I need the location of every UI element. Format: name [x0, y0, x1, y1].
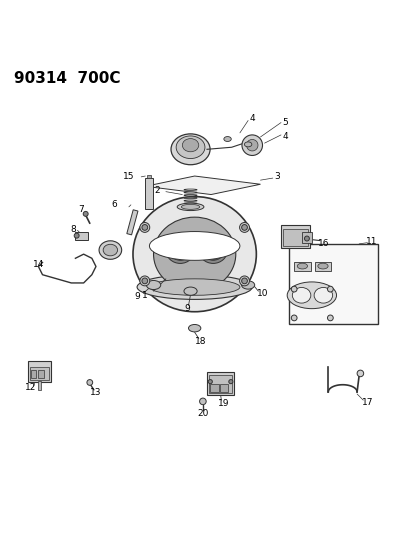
Bar [31, 370, 36, 377]
Text: 5: 5 [282, 118, 287, 127]
Text: 12: 12 [25, 383, 37, 392]
Ellipse shape [183, 195, 197, 196]
Bar [30, 367, 49, 379]
Text: 3: 3 [273, 172, 279, 181]
Ellipse shape [183, 203, 197, 204]
Ellipse shape [177, 203, 204, 211]
Ellipse shape [103, 244, 117, 256]
Circle shape [74, 233, 79, 238]
Ellipse shape [133, 197, 256, 312]
Bar [282, 230, 307, 246]
Bar [301, 232, 311, 243]
Ellipse shape [176, 136, 204, 158]
Ellipse shape [317, 263, 328, 269]
Text: 18: 18 [195, 337, 206, 346]
Bar [220, 384, 228, 392]
Bar [280, 225, 309, 248]
Ellipse shape [99, 241, 121, 259]
Ellipse shape [169, 240, 191, 260]
Text: 2: 2 [154, 186, 160, 195]
Ellipse shape [181, 204, 199, 209]
Text: 19: 19 [217, 399, 229, 408]
Circle shape [142, 224, 147, 230]
Bar [209, 375, 231, 393]
Bar [145, 178, 152, 209]
Circle shape [228, 379, 233, 384]
Ellipse shape [244, 142, 251, 147]
Ellipse shape [171, 134, 209, 165]
Circle shape [291, 286, 297, 292]
Circle shape [241, 278, 247, 284]
Circle shape [304, 236, 309, 241]
Text: 9: 9 [184, 304, 190, 313]
Ellipse shape [183, 197, 197, 199]
Bar [28, 361, 51, 382]
Circle shape [142, 278, 147, 284]
Ellipse shape [182, 139, 198, 152]
Text: 7: 7 [78, 205, 84, 214]
Text: 16: 16 [318, 239, 329, 248]
Text: 8: 8 [70, 225, 76, 234]
Text: 9: 9 [134, 292, 140, 301]
Ellipse shape [241, 281, 254, 289]
Bar [314, 262, 330, 271]
Bar [206, 372, 233, 395]
Ellipse shape [188, 325, 200, 332]
Circle shape [239, 276, 249, 286]
Ellipse shape [153, 217, 235, 291]
Circle shape [327, 286, 332, 292]
Circle shape [199, 398, 206, 405]
Circle shape [140, 276, 150, 286]
Circle shape [327, 315, 332, 321]
Circle shape [241, 135, 262, 156]
Bar [289, 244, 377, 324]
Circle shape [246, 140, 257, 151]
Ellipse shape [198, 237, 227, 263]
Bar [126, 210, 138, 235]
Bar [38, 370, 44, 377]
Ellipse shape [183, 189, 197, 190]
Text: 17: 17 [361, 398, 372, 407]
Bar [38, 381, 41, 390]
Circle shape [87, 379, 93, 385]
Circle shape [140, 222, 150, 232]
Bar [147, 175, 150, 178]
Ellipse shape [183, 192, 197, 193]
Ellipse shape [313, 287, 332, 303]
Bar [210, 384, 218, 392]
Text: 90314  700C: 90314 700C [14, 71, 120, 86]
Ellipse shape [149, 279, 239, 295]
Circle shape [356, 370, 363, 377]
Text: 6: 6 [112, 200, 117, 209]
Text: 10: 10 [256, 289, 268, 298]
Text: 20: 20 [197, 409, 208, 418]
Ellipse shape [146, 280, 160, 289]
Ellipse shape [149, 231, 239, 260]
Polygon shape [145, 176, 260, 195]
Circle shape [291, 315, 297, 321]
Ellipse shape [166, 237, 194, 263]
Ellipse shape [202, 240, 224, 260]
Circle shape [208, 379, 212, 384]
Ellipse shape [183, 287, 197, 295]
Ellipse shape [183, 200, 197, 201]
Circle shape [83, 212, 88, 216]
Circle shape [239, 222, 249, 232]
Ellipse shape [137, 274, 252, 300]
Text: 14: 14 [33, 260, 44, 269]
Text: 1: 1 [142, 291, 148, 300]
Text: 15: 15 [123, 172, 134, 181]
Ellipse shape [287, 282, 336, 309]
Bar [294, 262, 310, 271]
Circle shape [241, 224, 247, 230]
Ellipse shape [297, 263, 307, 269]
Text: 11: 11 [365, 237, 376, 246]
Ellipse shape [223, 136, 231, 141]
Ellipse shape [292, 287, 310, 303]
Text: 4: 4 [249, 114, 254, 123]
Text: 13: 13 [90, 388, 102, 397]
Text: 4: 4 [282, 132, 287, 141]
Bar [75, 231, 88, 240]
